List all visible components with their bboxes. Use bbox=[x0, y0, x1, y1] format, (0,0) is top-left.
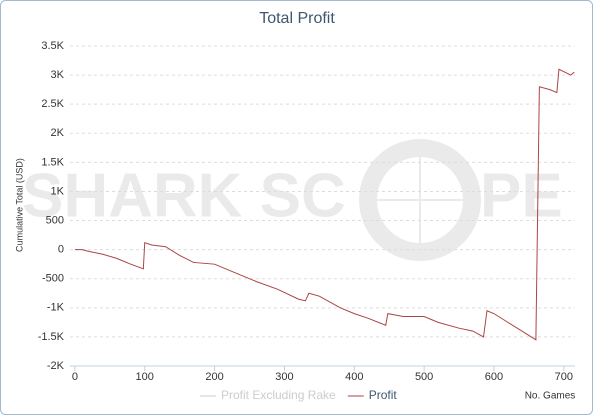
y-tick-label: 3.5K bbox=[41, 40, 64, 52]
line-series bbox=[74, 68, 575, 341]
x-tick-label: 700 bbox=[555, 371, 573, 383]
watermark-text: SHARK SC bbox=[22, 161, 346, 230]
x-tick-label: 300 bbox=[275, 371, 293, 383]
legend-label: Profit bbox=[369, 388, 398, 402]
y-tick-label: 500 bbox=[46, 214, 64, 226]
x-tick-label: 400 bbox=[345, 371, 363, 383]
legend-label: Profit Excluding Rake bbox=[221, 388, 336, 402]
watermark-text: PE bbox=[480, 161, 563, 230]
x-tick-label: 100 bbox=[136, 371, 154, 383]
x-tick-label: 500 bbox=[415, 371, 433, 383]
y-tick-label: 2K bbox=[51, 127, 65, 139]
x-axis-label: No. Games bbox=[525, 391, 576, 402]
y-tick-label: -2K bbox=[47, 360, 65, 372]
y-tick-label: 3K bbox=[51, 69, 65, 81]
x-tick-label: 0 bbox=[72, 371, 78, 383]
watermark: SHARK SC PE bbox=[22, 139, 563, 261]
y-tick-label: 2.5K bbox=[41, 98, 64, 110]
y-tick-label: 1K bbox=[51, 185, 65, 197]
x-tick-label: 200 bbox=[205, 371, 223, 383]
y-tick-label: 1.5K bbox=[41, 156, 64, 168]
y-tick-label: -1.5K bbox=[38, 331, 65, 343]
y-axis-label: Cumulative Total (USD) bbox=[14, 158, 24, 252]
y-tick-label: -1K bbox=[47, 302, 65, 314]
chart-title: Total Profit bbox=[259, 10, 335, 27]
y-tick-label: 0 bbox=[58, 244, 64, 256]
y-tick-label: -500 bbox=[42, 273, 64, 285]
watermark-crosshair bbox=[359, 139, 481, 261]
x-tick-label: 600 bbox=[485, 371, 503, 383]
